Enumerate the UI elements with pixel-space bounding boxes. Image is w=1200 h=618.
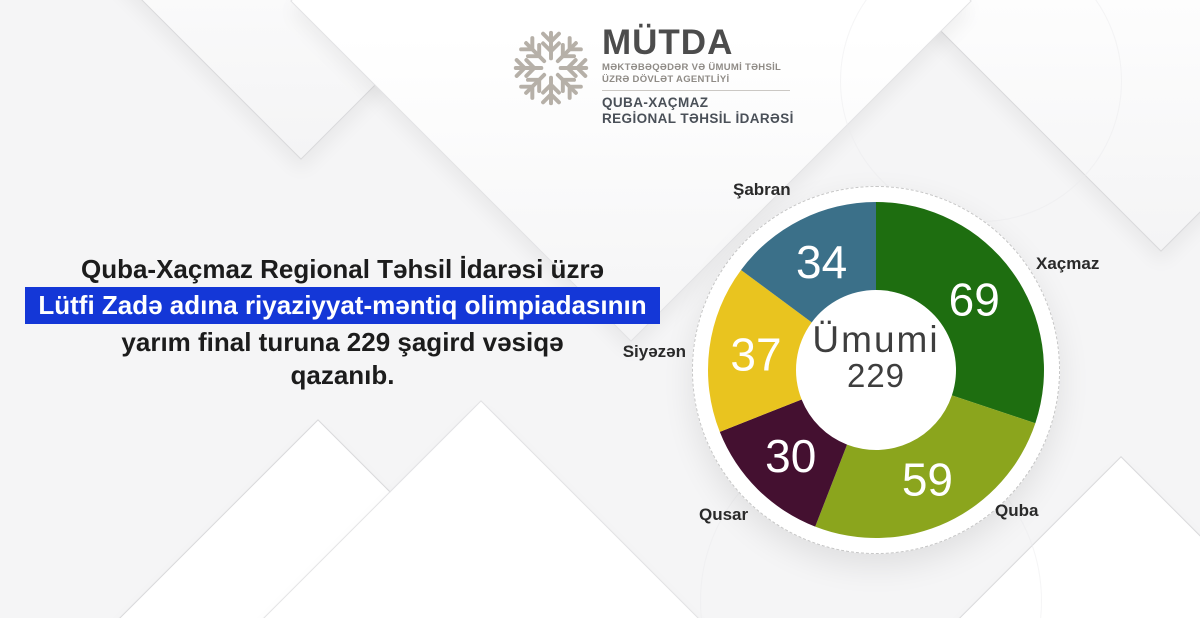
pie-segment-value-Siyəzən: 37 — [730, 328, 781, 380]
pie-segment-Qusar — [719, 399, 848, 527]
headline-line2-highlight: Lütfi Zadə adına riyaziyyat-məntiq olimp… — [25, 287, 660, 324]
pie-segment-value-Quba: 59 — [902, 454, 953, 506]
pie-segment-value-Xaçmaz: 69 — [949, 273, 1000, 325]
logo-agency-line1: MƏKTƏBƏQƏDƏR VƏ ÜMUMİ TƏHSİL — [602, 62, 782, 73]
chart-center-total: Ümumi 229 — [776, 321, 976, 393]
headline-line3: yarım final turuna 229 şagird vəsiqə — [121, 327, 564, 357]
pie-segment-Şabran — [741, 202, 876, 323]
pie-chart-svg: 69 59 30 37 34 — [707, 202, 1044, 539]
pie-segment-Siyəzən — [707, 269, 812, 432]
logo-divider — [602, 90, 790, 91]
headline: Quba-Xaçmaz Regional Təhsil İdarəsi üzrə… — [15, 252, 670, 392]
headline-line2-row: Lütfi Zadə adına riyaziyyat-məntiq olimp… — [15, 286, 670, 325]
pie-label-sabran: Şabran — [733, 180, 791, 199]
snowflake-ornament-icon — [513, 30, 589, 106]
pie-segment-value-Qusar: 30 — [765, 430, 816, 482]
chart-center-label: Ümumi — [812, 319, 940, 360]
pie-label-xacmaz: Xaçmaz — [1036, 254, 1100, 273]
pie-segment-Quba — [815, 395, 1036, 539]
agency-logo: MÜTDA MƏKTƏBƏQƏDƏR VƏ ÜMUMİ TƏHSİL ÜZRƏ … — [507, 18, 794, 127]
logo-text-block: MÜTDA MƏKTƏBƏQƏDƏR VƏ ÜMUMİ TƏHSİL ÜZRƏ … — [602, 18, 794, 127]
logo-department-line1: QUBA-XAÇMAZ — [602, 95, 709, 110]
pie-label-quba: Quba — [995, 501, 1039, 520]
logo-agency-line2: ÜZRƏ DÖVLƏT AGENTLİYİ — [602, 73, 730, 85]
pie-label-qusar: Qusar — [699, 505, 749, 524]
pie-segment-Xaçmaz — [876, 202, 1044, 424]
pie-label-siyezen: Siyəzən — [622, 342, 686, 361]
chart-center-value: 229 — [846, 357, 906, 394]
pie-segment-value-Şabran: 34 — [796, 236, 847, 288]
results-donut-chart: 69 59 30 37 34 Ümumi 229 — [686, 180, 1066, 560]
headline-line4: qazanıb. — [290, 360, 395, 390]
headline-line1: Quba-Xaçmaz Regional Təhsil İdarəsi üzrə — [80, 254, 605, 284]
logo-department-line2: REGİONAL TƏHSİL İDARƏSİ — [602, 111, 794, 126]
logo-acronym: MÜTDA — [602, 23, 734, 62]
